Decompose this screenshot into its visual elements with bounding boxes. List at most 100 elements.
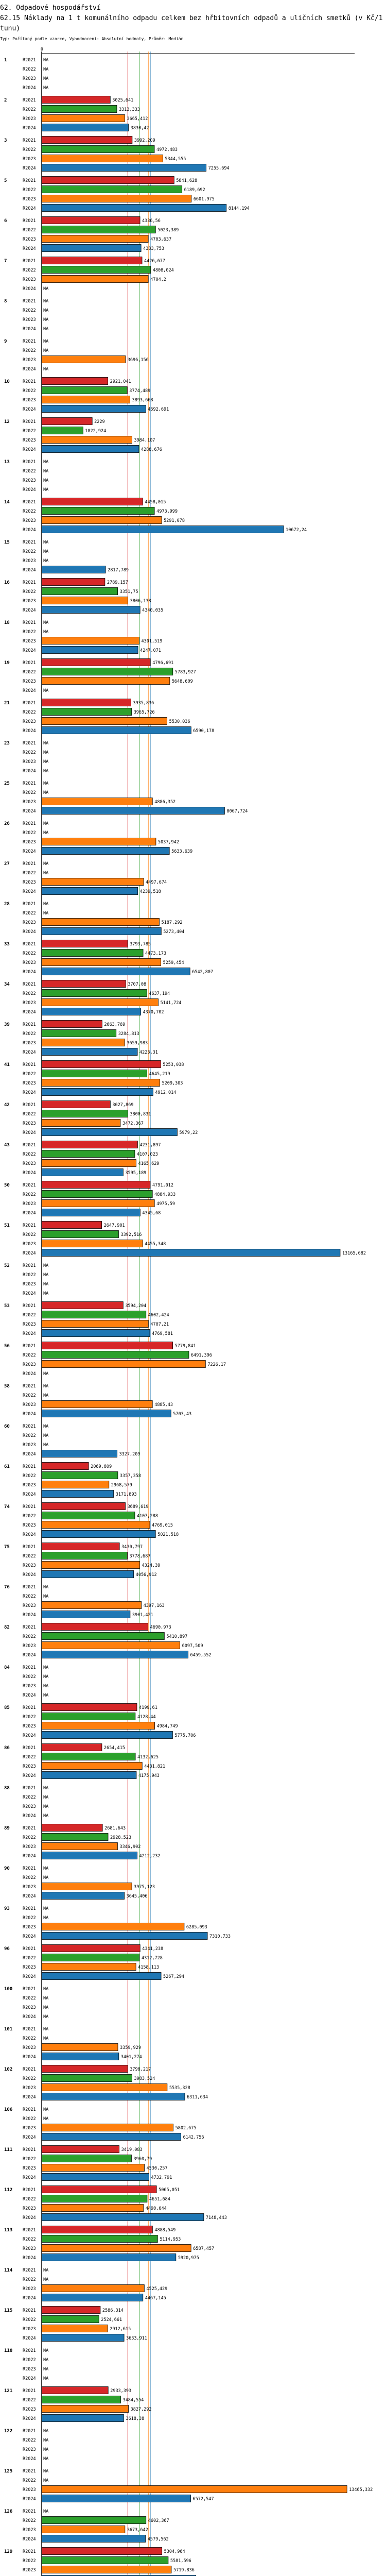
- group-label: 114: [4, 2268, 13, 2273]
- value-label: 5530,036: [169, 719, 190, 724]
- period-label: R2021: [23, 2549, 36, 2554]
- bar-115-r2023: [41, 2325, 108, 2332]
- period-label: R2024: [23, 2497, 36, 2502]
- period-label: R2024: [23, 970, 36, 975]
- group-label: 125: [4, 2469, 12, 2474]
- period-label: R2021: [23, 1705, 36, 1710]
- period-label: R2023: [23, 719, 36, 724]
- period-label: R2022: [23, 469, 36, 474]
- value-label: 4645,219: [149, 1072, 170, 1077]
- na-label: NA: [43, 2036, 48, 2041]
- period-label: R2024: [23, 1894, 36, 1899]
- bar-6-r2024: [41, 244, 142, 252]
- value-label: 4490,644: [146, 2206, 167, 2211]
- value-label: 3595,189: [125, 1171, 146, 1176]
- period-label: R2022: [23, 911, 36, 916]
- na-label: NA: [43, 558, 48, 564]
- period-label: R2023: [23, 116, 36, 122]
- period-label: R2021: [23, 982, 36, 987]
- bar-102-r2023: [41, 2083, 168, 2091]
- value-label: 4336,56: [142, 218, 161, 224]
- value-label: 3392,516: [120, 1232, 142, 1238]
- bar-33-r2021: [41, 940, 128, 947]
- period-label: R2022: [23, 1232, 36, 1238]
- period-label: R2023: [23, 2568, 36, 2573]
- period-label: R2022: [23, 1835, 36, 1840]
- na-label: NA: [43, 1393, 48, 1398]
- period-label: R2023: [23, 398, 36, 403]
- period-label: R2024: [23, 769, 36, 774]
- bar-101-r2023: [41, 2043, 118, 2051]
- period-label: R2023: [23, 438, 36, 443]
- period-label: R2022: [23, 1996, 36, 2001]
- axis-zero-label: 0: [41, 47, 43, 52]
- period-label: R2021: [23, 942, 36, 947]
- period-label: R2024: [23, 1854, 36, 1859]
- value-label: 3793,785: [130, 942, 151, 947]
- period-label: R2024: [23, 2416, 36, 2421]
- na-label: NA: [43, 2027, 48, 2032]
- period-label: R2021: [23, 259, 36, 264]
- period-label: R2024: [23, 2456, 36, 2462]
- bar-5-r2023: [41, 195, 192, 202]
- period-label: R2021: [23, 2228, 36, 2233]
- value-label: 3659,983: [127, 1041, 148, 1046]
- bar-129-r2022: [41, 2556, 169, 2564]
- value-label: 3665,412: [127, 116, 148, 122]
- bar-85-r2021: [41, 1703, 137, 1711]
- period-label: R2024: [23, 2175, 36, 2180]
- bar-51-r2024: [41, 1249, 341, 1257]
- bar-14-r2021: [41, 498, 143, 505]
- value-label: 4455,348: [145, 1242, 166, 1247]
- period-label: R2021: [23, 861, 36, 867]
- value-label: 6542,807: [192, 970, 213, 975]
- group-label: 43: [4, 1143, 10, 1148]
- group-label: 60: [4, 1424, 10, 1429]
- period-label: R2023: [23, 679, 36, 684]
- period-label: R2022: [23, 1634, 36, 1639]
- period-label: R2022: [23, 2558, 36, 2564]
- value-label: 4769,581: [152, 1331, 173, 1336]
- value-label: 2968,579: [111, 1483, 132, 1488]
- period-label: R2024: [23, 1613, 36, 1618]
- group-label: 89: [4, 1826, 10, 1831]
- value-label: 4791,012: [152, 1183, 173, 1188]
- period-label: R2024: [23, 1974, 36, 1979]
- period-label: R2022: [23, 750, 36, 755]
- bar-53-r2023: [41, 1320, 149, 1328]
- period-label: R2021: [23, 1303, 36, 1309]
- period-label: R2023: [23, 800, 36, 805]
- period-label: R2022: [23, 188, 36, 193]
- na-label: NA: [43, 2014, 48, 2020]
- period-label: R2024: [23, 2537, 36, 2542]
- period-label: R2021: [23, 1223, 36, 1228]
- value-label: 4651,684: [149, 2197, 170, 2202]
- bar-74-r2021: [41, 1502, 126, 1510]
- period-label: R2021: [23, 1906, 36, 1911]
- period-label: R2024: [23, 1452, 36, 1457]
- na-label: NA: [43, 2469, 48, 2474]
- group-label: 41: [4, 1062, 10, 1067]
- group-label: 7: [4, 259, 7, 264]
- group-label: 88: [4, 1786, 10, 1791]
- bar-50-r2021: [41, 1181, 151, 1189]
- period-label: R2023: [23, 237, 36, 242]
- period-label: R2021: [23, 138, 36, 143]
- period-label: R2021: [23, 2348, 36, 2353]
- value-label: 2663,769: [104, 1022, 125, 1027]
- value-label: 4592,691: [148, 407, 169, 412]
- group-label: 15: [4, 540, 10, 545]
- group-label: 102: [4, 2067, 12, 2072]
- period-label: R2023: [23, 2206, 36, 2211]
- value-label: 3707,08: [128, 982, 146, 987]
- group-label: 26: [4, 821, 10, 826]
- period-label: R2024: [23, 1412, 36, 1417]
- bar-chart: 0 1 R2021 NA R2022 NA R2023 NA R2024 NA 2 R2021 3025…: [0, 43, 386, 2576]
- bar-33-r2022: [41, 949, 144, 957]
- period-label: R2021: [23, 299, 36, 304]
- bar-10-r2024: [41, 405, 146, 413]
- bar-50-r2023: [41, 1199, 155, 1207]
- value-label: 3419,083: [121, 2147, 143, 2153]
- period-label: R2022: [23, 2518, 36, 2523]
- period-label: R2022: [23, 509, 36, 514]
